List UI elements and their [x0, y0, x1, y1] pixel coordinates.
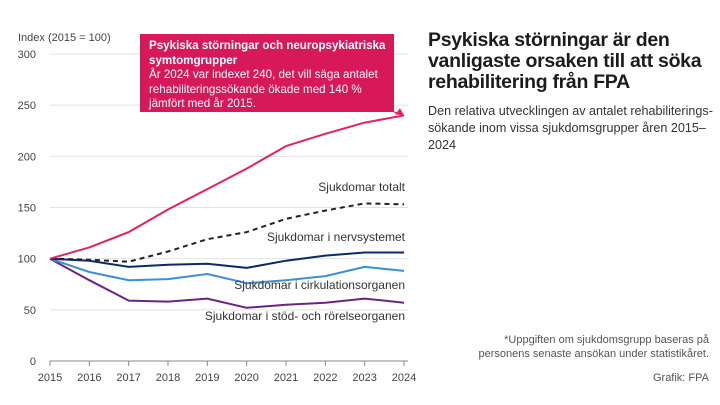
x-tick-label: 2023 — [352, 372, 376, 384]
series-label: Sjukdomar i cirkulationsorganen — [234, 278, 405, 292]
series-line-sjukdomar-i-nervsystemet — [49, 251, 404, 269]
series-line-sjukdomar-i-cirkulationsorganen — [49, 257, 405, 285]
callout-title: Psykiska störningar och neuropsykiatrisk… — [149, 39, 386, 67]
x-tick-label: 2016 — [77, 372, 101, 384]
callout-box: Psykiska störningar och neuropsykiatrisk… — [140, 34, 394, 112]
x-tick-label: 2022 — [313, 372, 337, 384]
y-tick-label: 250 — [18, 100, 36, 112]
x-tick-label: 2020 — [234, 372, 258, 384]
side-panel: Psykiska störningar är den vanligaste or… — [428, 30, 713, 154]
series-label: Sjukdomar totalt — [318, 180, 405, 194]
x-tick-label: 2024 — [392, 372, 416, 384]
x-tick-label: 2015 — [38, 372, 62, 384]
y-tick-label: 150 — [18, 203, 36, 215]
footnote: *Uppgiften om sjukdomsgrupp baseras på p… — [478, 334, 709, 360]
x-tick-label: 2018 — [156, 372, 180, 384]
series-line-sjukdomar-totalt — [49, 202, 405, 263]
x-tick-label: 2021 — [274, 372, 298, 384]
series-line-sjukdomar-i-stöd-och-rörelseorganen — [49, 257, 405, 309]
y-tick-label: 100 — [18, 254, 36, 266]
y-tick-label: 200 — [18, 151, 36, 163]
chart-subtitle: Den relativa utvecklingen av antalet reh… — [428, 104, 713, 152]
callout-arrow-head — [395, 108, 404, 116]
y-tick-label: 50 — [24, 305, 36, 317]
y-tick-label: 0 — [30, 356, 36, 368]
x-tick-label: 2019 — [195, 372, 219, 384]
y-tick-label: 300 — [18, 49, 36, 61]
chart-title: Psykiska störningar är den vanligaste or… — [428, 29, 702, 93]
credit: Grafik: FPA — [652, 372, 709, 384]
y-axis-label: Index (2015 = 100) — [18, 32, 111, 44]
series-label: Sjukdomar i nervsystemet — [267, 230, 406, 244]
callout-text: År 2024 var indexet 240, det vill säga a… — [149, 68, 378, 111]
series-label: Sjukdomar i stöd- och rörelseorganen — [205, 309, 405, 323]
x-tick-label: 2017 — [116, 372, 140, 384]
series-line-psykiska-störningar-och-neuropsykiatriska-symtomgrupper — [49, 114, 405, 260]
